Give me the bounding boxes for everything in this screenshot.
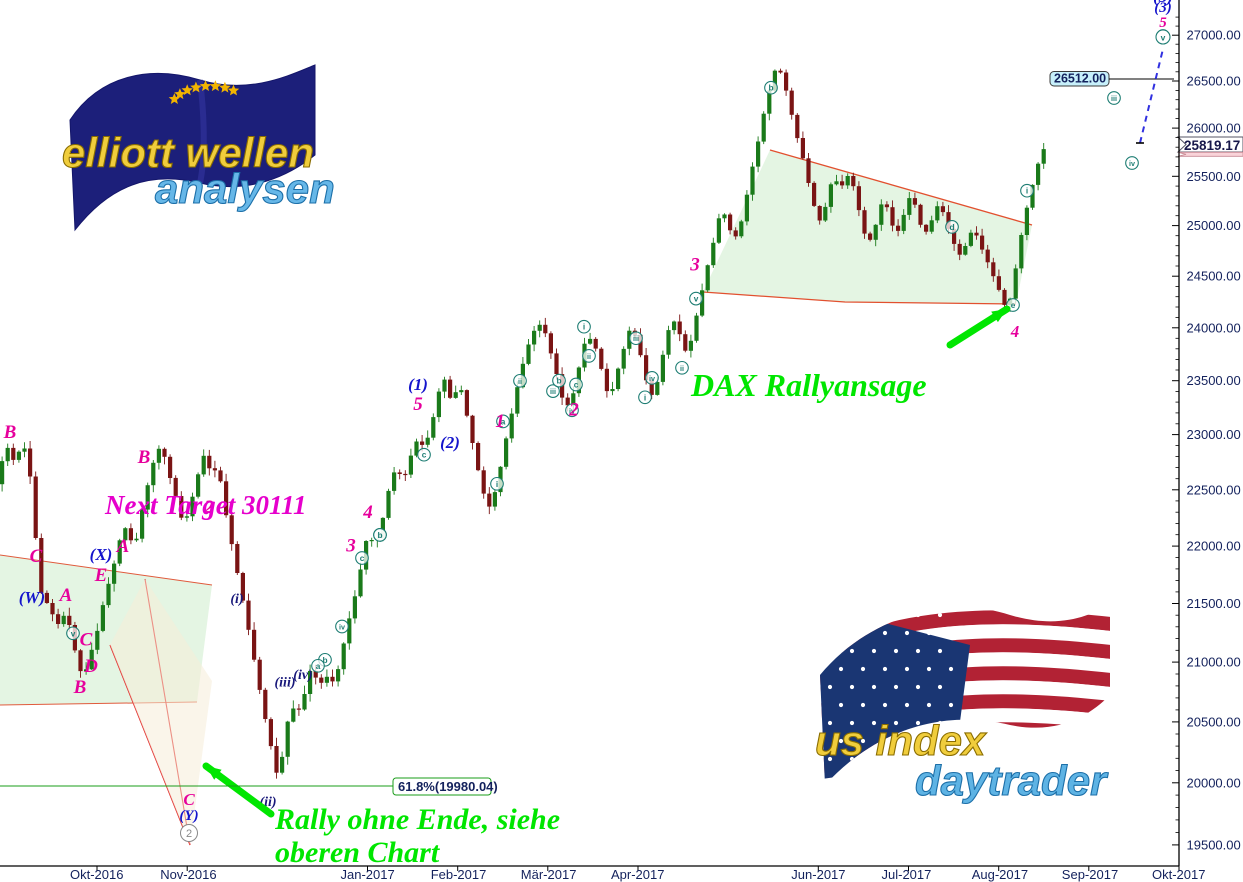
svg-text:A: A [116,536,130,557]
svg-text:i: i [644,392,646,402]
svg-text:Rally ohne Ende, siehe: Rally ohne Ende, siehe [274,803,560,836]
svg-text:C: C [30,546,43,567]
svg-text:E: E [94,565,108,586]
svg-text:1: 1 [495,411,505,432]
svg-text:b: b [768,83,773,93]
svg-text:22000.00: 22000.00 [1187,539,1241,554]
svg-text:iii: iii [550,387,556,396]
svg-text:Jun-2017: Jun-2017 [791,867,845,882]
svg-text:Next Target 30111: Next Target 30111 [104,490,307,520]
svg-text:Mär-2017: Mär-2017 [521,867,577,882]
svg-text:b: b [377,530,382,540]
svg-text:c: c [574,380,579,390]
svg-text:24000.00: 24000.00 [1187,320,1241,335]
svg-text:Apr-2017: Apr-2017 [611,867,664,882]
svg-text:daytrader: daytrader [915,757,1109,804]
svg-text:(2): (2) [440,433,460,452]
svg-text:19500.00: 19500.00 [1187,837,1241,852]
svg-text:Okt-2016: Okt-2016 [70,867,123,882]
svg-text:B: B [137,447,151,468]
svg-text:23500.00: 23500.00 [1187,373,1241,388]
svg-text:iii: iii [633,334,639,343]
svg-text:(Y): (Y) [179,808,198,824]
svg-text:v: v [694,294,699,304]
svg-text:5: 5 [413,394,423,415]
svg-text:25819.17: 25819.17 [1184,138,1240,153]
svg-text:Okt-2017: Okt-2017 [1152,867,1205,882]
svg-text:2: 2 [186,828,192,840]
svg-text:D: D [83,656,98,677]
svg-text:20500.00: 20500.00 [1187,714,1241,729]
svg-text:ii: ii [587,352,591,361]
svg-text:C: C [80,629,93,650]
svg-text:5: 5 [1159,15,1167,31]
svg-text:23000.00: 23000.00 [1187,427,1241,442]
svg-text:i: i [583,322,585,332]
svg-text:B: B [73,677,87,698]
svg-text:c: c [360,553,365,563]
svg-text:(X): (X) [90,545,113,564]
svg-text:2: 2 [568,399,579,420]
svg-text:iii: iii [1111,94,1117,103]
svg-text:4: 4 [1010,322,1020,341]
svg-text:Sep-2017: Sep-2017 [1062,867,1118,882]
svg-text:v: v [1161,33,1166,43]
svg-text:(W): (W) [19,588,45,607]
svg-text:c: c [422,450,427,460]
svg-text:(i): (i) [230,592,243,607]
svg-text:Feb-2017: Feb-2017 [431,867,487,882]
svg-text:iv: iv [1129,159,1135,168]
svg-text:B: B [3,422,17,443]
svg-text:d: d [949,222,954,232]
svg-text:24500.00: 24500.00 [1187,269,1241,284]
svg-text:26000.00: 26000.00 [1187,121,1241,136]
svg-text:v: v [71,628,76,638]
svg-text:3: 3 [689,255,700,276]
svg-text:25000.00: 25000.00 [1187,218,1241,233]
svg-text:b: b [556,376,561,386]
svg-text:C: C [183,790,195,809]
svg-text:3: 3 [345,535,356,556]
svg-text:Aug-2017: Aug-2017 [972,867,1028,882]
svg-text:oberen Chart: oberen Chart [275,836,441,869]
svg-text:Jul-2017: Jul-2017 [882,867,932,882]
svg-text:(iv): (iv) [293,668,312,683]
svg-text:20000.00: 20000.00 [1187,775,1241,790]
svg-text:a: a [316,661,321,671]
svg-text:(1): (1) [408,375,428,394]
svg-text:A: A [59,585,73,606]
svg-text:21500.00: 21500.00 [1187,596,1241,611]
svg-text:26512.00: 26512.00 [1054,71,1106,85]
svg-text:(3): (3) [1154,0,1172,16]
svg-text:Nov-2016: Nov-2016 [160,867,216,882]
svg-text:25500.00: 25500.00 [1187,169,1241,184]
svg-text:61.8%(19980.04): 61.8%(19980.04) [398,779,498,794]
svg-text:analysen: analysen [155,165,335,212]
svg-text:21000.00: 21000.00 [1187,655,1241,670]
svg-text:26500.00: 26500.00 [1187,74,1241,89]
svg-text:22500.00: 22500.00 [1187,482,1241,497]
svg-text:e: e [1011,300,1016,310]
svg-text:iv: iv [339,623,345,632]
svg-text:4: 4 [362,502,373,523]
svg-text:i: i [1026,186,1028,196]
svg-text:i: i [496,479,498,489]
svg-text:27000.00: 27000.00 [1187,28,1241,43]
svg-text:ii: ii [680,364,684,373]
svg-text:Jan-2017: Jan-2017 [341,867,395,882]
svg-text:ii: ii [518,377,522,386]
svg-text:iv: iv [649,374,655,383]
svg-text:DAX Rallyansage: DAX Rallyansage [690,367,927,403]
